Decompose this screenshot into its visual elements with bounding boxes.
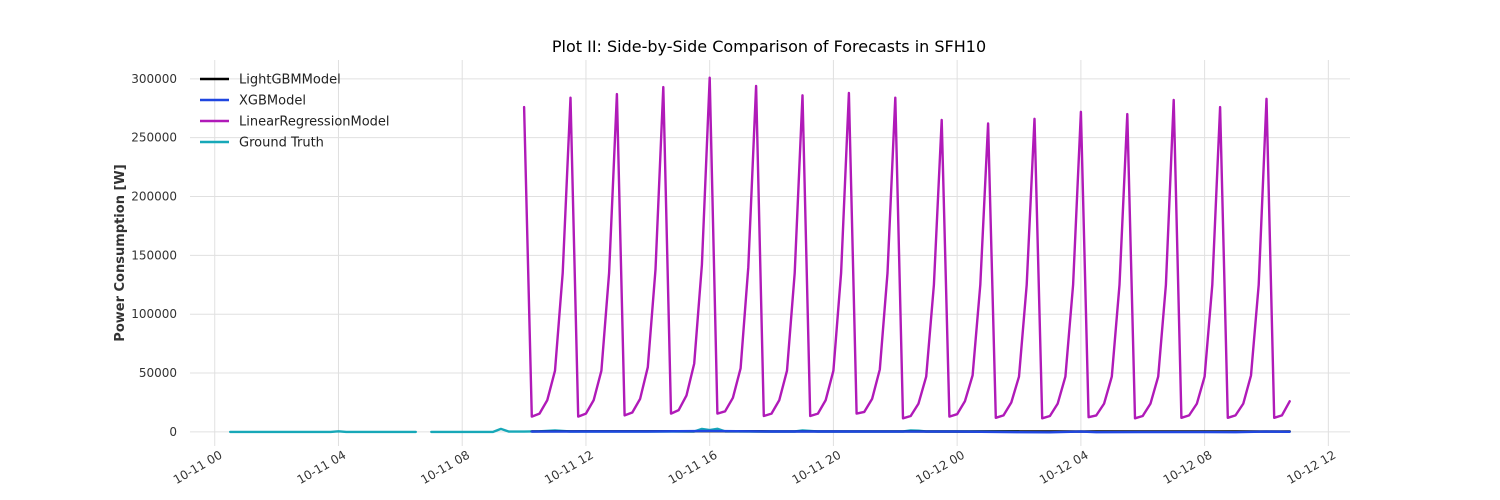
- x-tick-label: 10-11 12: [542, 448, 596, 487]
- x-tick-label: 10-11 00: [171, 448, 225, 487]
- legend-entry: LinearRegressionModel: [239, 115, 390, 130]
- x-tick-label: 10-12 04: [1037, 448, 1091, 487]
- x-tick-label: 10-12 12: [1285, 448, 1339, 487]
- legend-entry: Ground Truth: [239, 136, 324, 151]
- y-tick-label: 100000: [131, 307, 177, 321]
- x-tick-label: 10-11 20: [790, 448, 844, 487]
- y-tick-label: 200000: [131, 190, 177, 204]
- series-line-xgbmodel: [530, 429, 1291, 434]
- series-line-ground-truth: [229, 430, 417, 434]
- chart-title: Plot II: Side-by-Side Comparison of Fore…: [552, 37, 986, 56]
- x-tick-label: 10-11 04: [295, 448, 349, 487]
- x-tick-label: 10-12 00: [913, 448, 967, 487]
- y-tick-label: 50000: [139, 366, 177, 380]
- x-tick-label: 10-11 16: [666, 448, 720, 487]
- legend-entry: XGBModel: [239, 94, 306, 109]
- y-axis-label: Power Consumption [W]: [113, 164, 128, 341]
- y-tick-label: 150000: [131, 248, 177, 262]
- series-lines: [229, 76, 1291, 434]
- x-tick-label: 10-12 08: [1161, 448, 1215, 487]
- y-tick-label: 300000: [131, 72, 177, 86]
- x-tick-label: 10-11 08: [418, 448, 472, 487]
- legend-entry: LightGBMModel: [239, 73, 341, 88]
- x-tick-labels: 10-11 00 10-11 04 10-11 08 10-11 12 10-11 16…: [171, 448, 1338, 487]
- y-tick-label: 0: [169, 425, 177, 439]
- x-gridlines: [214, 60, 1329, 446]
- y-gridlines: [190, 78, 1350, 433]
- y-tick-label: 250000: [131, 131, 177, 145]
- y-tick-labels: 0 50000 100000 150000 200000 250000 300000: [131, 72, 177, 439]
- legend: LightGBMModel XGBModel LinearRegressionMod…: [200, 73, 390, 151]
- series-line-linearregressionmodel: [522, 76, 1291, 420]
